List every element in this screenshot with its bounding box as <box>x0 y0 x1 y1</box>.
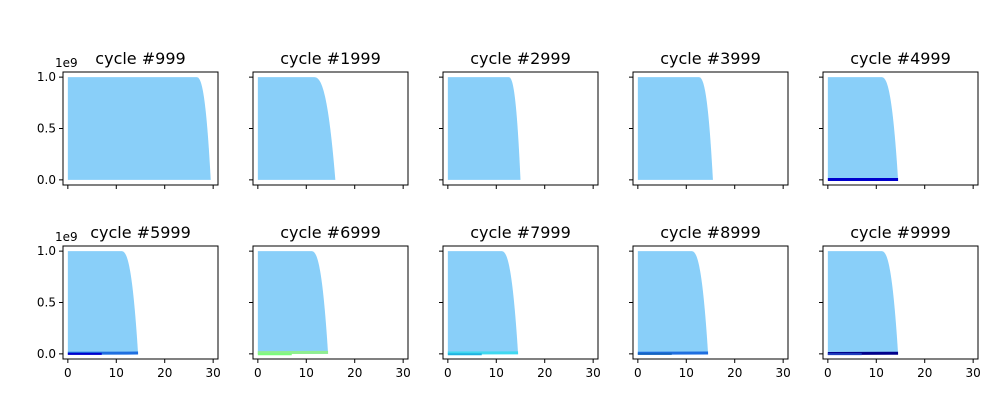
y-offset-label: 1e9 <box>55 230 78 244</box>
area-fill <box>637 77 713 180</box>
x-tick-label: 10 <box>869 366 884 380</box>
panel-title: cycle #9999 <box>850 223 951 242</box>
area-fill <box>67 251 139 354</box>
x-tick-label: 10 <box>109 366 124 380</box>
x-tick-label: 20 <box>917 366 932 380</box>
subplot-panel: cycle #4999 <box>819 49 979 189</box>
x-tick-label: 30 <box>966 366 981 380</box>
area-fill <box>447 251 519 354</box>
area-fill <box>257 251 329 354</box>
x-tick-label: 0 <box>824 366 832 380</box>
x-tick-label: 0 <box>64 366 72 380</box>
x-tick-label: 20 <box>727 366 742 380</box>
x-tick-label: 10 <box>489 366 504 380</box>
area-fill <box>67 77 211 180</box>
area-fill <box>827 251 899 354</box>
x-tick-label: 20 <box>347 366 362 380</box>
x-tick-label: 30 <box>776 366 791 380</box>
area-fill <box>637 251 709 354</box>
subplot-panel: cycle #1999 <box>249 49 409 189</box>
plot-area <box>257 77 336 180</box>
area-fill <box>827 77 899 180</box>
y-offset-label: 1e9 <box>55 56 78 70</box>
plot-area <box>447 77 521 180</box>
plot-area <box>827 77 899 181</box>
y-tick-label: 0.5 <box>37 296 56 310</box>
plot-area <box>67 251 139 355</box>
x-tick-label: 0 <box>254 366 262 380</box>
subplot-panel: cycle #3999 <box>629 49 789 189</box>
plot-area <box>637 251 709 355</box>
x-tick-label: 20 <box>157 366 172 380</box>
y-tick-label: 1.0 <box>37 70 56 84</box>
subplot-panel: cycle #8999 0 10 20 30 <box>629 223 791 380</box>
plot-area <box>257 251 329 356</box>
area-fill <box>447 77 521 180</box>
y-tick-label: 1.0 <box>37 244 56 258</box>
x-tick-label: 30 <box>206 366 221 380</box>
panel-title: cycle #4999 <box>850 49 951 68</box>
panel-title: cycle #7999 <box>470 223 571 242</box>
y-tick-label: 0.5 <box>37 122 56 136</box>
subplot-panel: cycle #7999 0 10 20 30 <box>439 223 601 380</box>
area-fill <box>257 77 336 180</box>
panel-title: cycle #8999 <box>660 223 761 242</box>
plot-area <box>827 251 899 356</box>
plot-area <box>447 251 519 356</box>
y-tick-label: 0.0 <box>37 347 56 361</box>
plot-area <box>67 77 211 180</box>
x-tick-label: 10 <box>299 366 314 380</box>
x-tick-label: 30 <box>586 366 601 380</box>
x-tick-label: 0 <box>444 366 452 380</box>
x-tick-label: 0 <box>634 366 642 380</box>
x-tick-label: 30 <box>396 366 411 380</box>
x-tick-label: 10 <box>679 366 694 380</box>
panel-title: cycle #3999 <box>660 49 761 68</box>
plot-area <box>637 77 713 180</box>
panel-title: cycle #999 <box>95 49 185 68</box>
panel-title: cycle #1999 <box>280 49 381 68</box>
subplot-panel: cycle #9999 0 10 20 30 <box>819 223 981 380</box>
panel-title: cycle #5999 <box>90 223 191 242</box>
panel-title: cycle #6999 <box>280 223 381 242</box>
x-tick-label: 20 <box>537 366 552 380</box>
panel-title: cycle #2999 <box>470 49 571 68</box>
y-tick-label: 0.0 <box>37 173 56 187</box>
subplot-panel: cycle #2999 <box>439 49 599 189</box>
subplot-panel: cycle #6999 0 10 20 30 <box>249 223 411 380</box>
